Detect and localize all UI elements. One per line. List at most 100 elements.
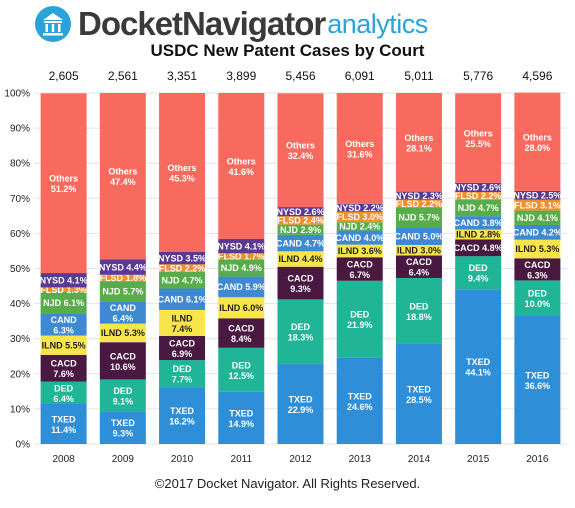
segment-label: ILND 3.0% <box>397 245 441 255</box>
segment-series-label: CAND <box>110 303 136 313</box>
bar-segment <box>395 93 442 192</box>
bar-segment <box>395 244 442 256</box>
bar-total-label: 3,899 <box>226 69 256 83</box>
bar-segment <box>336 203 383 212</box>
segment-value-label: 6.7% <box>349 270 370 280</box>
segment-series-label: DED <box>528 288 548 298</box>
bar-segment <box>455 229 502 240</box>
bar-total-label: 4,596 <box>522 69 552 83</box>
segment-value-label: 32.4% <box>288 151 314 161</box>
bar-segment <box>395 277 442 344</box>
bar-segment <box>159 288 206 310</box>
bar-segment <box>40 381 87 404</box>
y-tick-label: 10% <box>10 404 30 415</box>
bar-segment <box>218 391 265 444</box>
segment-series-label: CACD <box>169 339 195 349</box>
segment-label: NJD 6.1% <box>43 298 84 308</box>
x-category-label: 2009 <box>112 454 135 465</box>
segment-label: CACD 4.8% <box>454 243 503 253</box>
bar-segment <box>159 252 206 265</box>
segment-value-label: 7.7% <box>172 375 193 385</box>
courthouse-logo-icon <box>35 6 71 42</box>
y-tick-label: 90% <box>10 124 30 135</box>
segment-label: NYSD 2.3% <box>395 191 443 201</box>
segment-label: CAND 4.0% <box>335 233 384 243</box>
segment-series-label: Others <box>523 132 552 142</box>
bar-segment <box>218 253 265 260</box>
segment-series-label: CAND <box>51 315 77 325</box>
bar-segment <box>40 93 87 274</box>
bar-segment <box>514 210 561 225</box>
segment-label: FLSD 2.2% <box>455 191 502 201</box>
bar-segment <box>159 272 206 289</box>
x-category-label: 2008 <box>52 454 75 465</box>
segment-label: NJD 4.1% <box>517 213 558 223</box>
segment-label: FLSD 2.2% <box>159 263 206 273</box>
bar-segment <box>40 335 87 355</box>
logo-wordmark: DocketNavigator <box>78 5 326 42</box>
bar-segment <box>395 255 442 278</box>
segment-label: CAND 3.8% <box>454 218 503 228</box>
segment-value-label: 16.2% <box>169 417 195 427</box>
bar-segment <box>514 258 561 281</box>
bar-segment <box>514 199 561 211</box>
segment-value-label: 28.5% <box>406 395 432 405</box>
segment-label: ILND 5.3% <box>101 328 145 338</box>
segment-value-label: 10.6% <box>110 362 136 372</box>
segment-value-label: 28.0% <box>525 143 551 153</box>
segment-label: CAND 6.1% <box>158 294 207 304</box>
segment-value-label: 6.3% <box>527 270 548 280</box>
x-category-label: 2012 <box>289 454 312 465</box>
segment-label: FLSD 3.1% <box>514 200 561 210</box>
segment-series-label: TXED <box>52 414 77 424</box>
segment-series-label: TXED <box>170 406 195 416</box>
bar-segment <box>395 199 442 208</box>
bar-segment <box>455 256 502 290</box>
segment-series-label: CACD <box>288 274 314 284</box>
bar-segment <box>336 211 383 223</box>
segment-label: NYSD 2.2% <box>336 203 384 213</box>
bar-segment <box>40 403 87 444</box>
segment-label: ILND 5.5% <box>42 340 86 350</box>
segment-series-label: ILND <box>172 313 193 323</box>
bar-segment <box>159 264 206 273</box>
bar-segment <box>514 315 561 444</box>
bar-segment <box>277 299 324 364</box>
bar-segment <box>99 323 146 343</box>
logo-suffix: analytics <box>327 8 428 39</box>
bar-segment <box>99 281 146 302</box>
segment-series-label: TXED <box>525 370 550 380</box>
bar-segment <box>514 280 561 316</box>
bar-segment <box>336 280 383 358</box>
bar-segment <box>99 274 146 282</box>
segment-series-label: Others <box>168 163 197 173</box>
bar-total-label: 5,011 <box>404 69 433 83</box>
bar-segment <box>40 287 87 293</box>
bar-total-label: 6,091 <box>345 69 375 83</box>
segment-series-label: DED <box>291 322 311 332</box>
bar-segment <box>277 93 324 208</box>
segment-label: NJD 5.7% <box>398 213 439 223</box>
segment-label: NJD 2.9% <box>280 225 321 235</box>
bar-segment <box>514 239 561 259</box>
y-tick-label: 60% <box>10 229 30 240</box>
bar-segment <box>455 216 502 230</box>
segment-label: NYSD 2.5% <box>513 191 561 201</box>
bar-segment <box>455 199 502 217</box>
bar-segment <box>218 297 265 319</box>
y-tick-label: 0% <box>16 440 31 451</box>
segment-value-label: 9.4% <box>468 274 489 284</box>
y-tick-label: 100% <box>4 89 30 100</box>
y-tick-label: 70% <box>10 194 30 205</box>
bar-segment <box>277 224 324 235</box>
bar-segment <box>455 93 502 183</box>
bar-segment <box>159 387 206 444</box>
segment-label: NYSD 2.6% <box>276 207 324 217</box>
segment-series-label: TXED <box>111 418 136 428</box>
bar-segment <box>277 363 324 444</box>
segment-series-label: Others <box>464 129 493 139</box>
segment-value-label: 7.6% <box>53 369 74 379</box>
bar-segment <box>99 379 146 412</box>
chart-title: USDC New Patent Cases by Court <box>150 41 425 60</box>
